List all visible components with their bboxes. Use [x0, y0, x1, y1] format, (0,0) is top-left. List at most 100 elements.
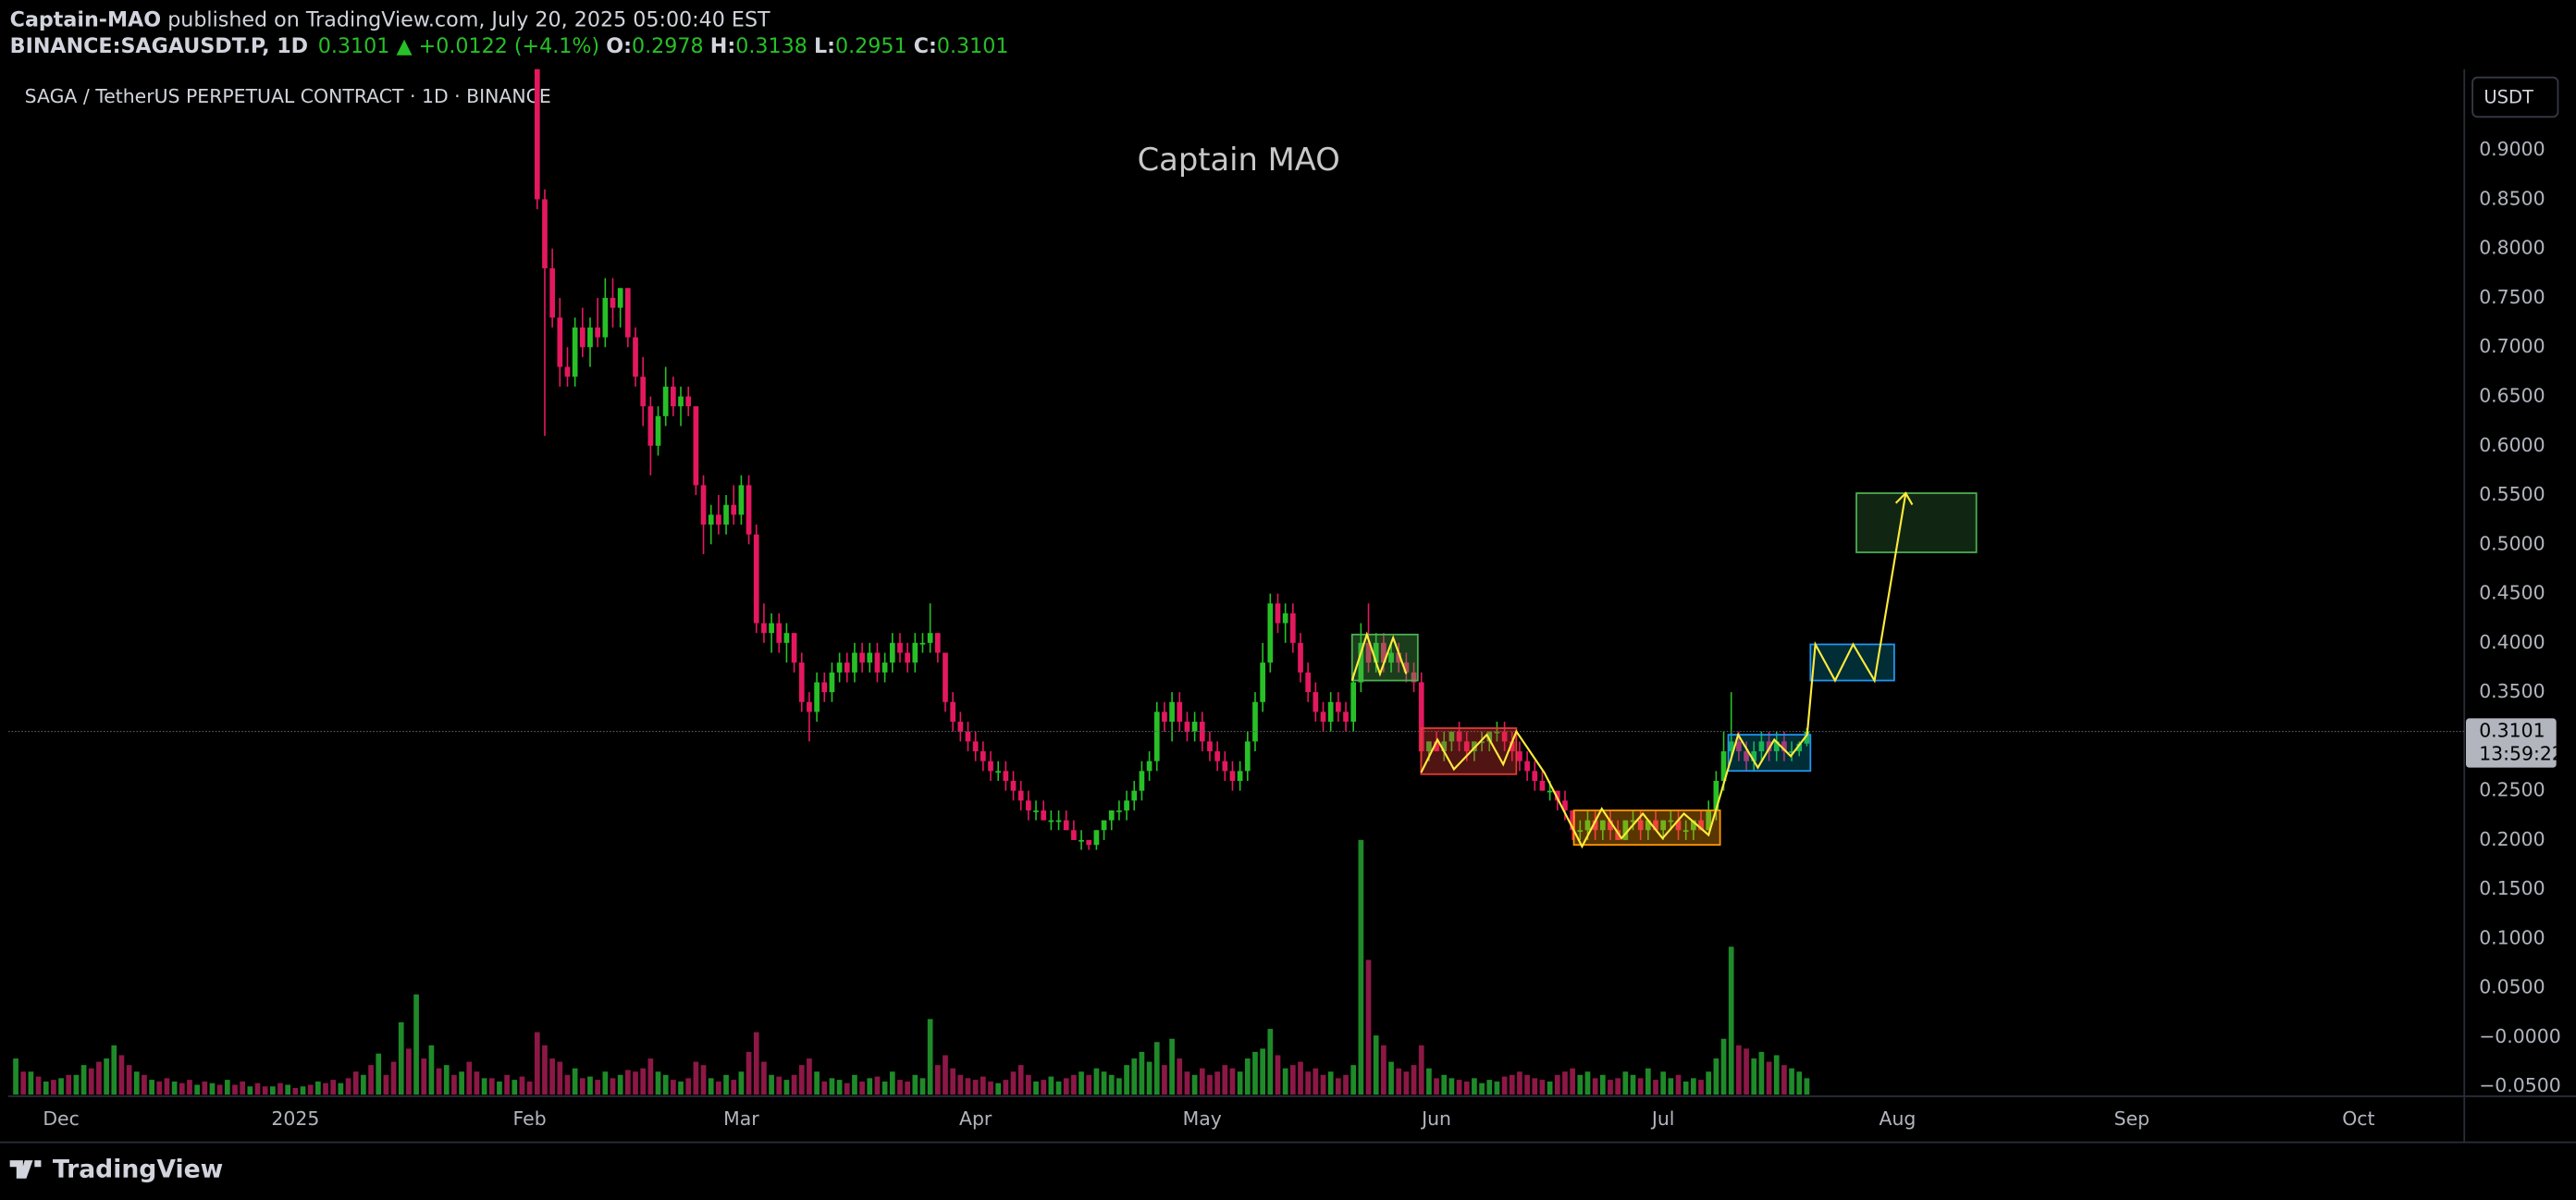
- volume-bar: [254, 1082, 261, 1095]
- volume-bar: [13, 1058, 18, 1095]
- candle-body: [1003, 771, 1009, 781]
- candle-body: [1313, 692, 1319, 712]
- candle-body: [1501, 731, 1508, 742]
- volume-bar: [1804, 1078, 1810, 1095]
- volume-bar: [338, 1082, 344, 1095]
- candle-body: [1691, 820, 1696, 831]
- candle-body: [708, 514, 714, 525]
- volume-bar: [406, 1048, 412, 1095]
- volume-bar: [269, 1086, 276, 1095]
- volume-bar: [73, 1074, 80, 1095]
- volume-bar: [564, 1074, 571, 1095]
- x-tick-label: Jul: [1650, 1107, 1675, 1130]
- plot-area: [7, 68, 2465, 1095]
- volume-bar: [1766, 1061, 1772, 1095]
- candle-body: [1305, 672, 1312, 693]
- candle-body: [1093, 830, 1100, 846]
- volume-bar: [390, 1061, 397, 1095]
- volume-bar: [700, 1065, 707, 1095]
- candle-body: [1720, 751, 1727, 781]
- volume-bar: [617, 1074, 623, 1095]
- volume-bar: [1199, 1068, 1205, 1095]
- y-tick-label: 0.1000: [2479, 926, 2545, 948]
- volume-bar: [1524, 1074, 1530, 1095]
- candle-body: [640, 377, 647, 407]
- candle-body: [1713, 780, 1719, 810]
- candle-body: [1509, 741, 1515, 752]
- candle-body: [731, 504, 737, 515]
- candle-body: [1048, 820, 1054, 823]
- volume-bar: [874, 1076, 881, 1095]
- price: 0.3101: [318, 33, 390, 57]
- y-tick-label: 0.5500: [2479, 483, 2545, 505]
- volume-bar: [1554, 1074, 1560, 1095]
- candle-body: [1418, 682, 1424, 752]
- candle-body: [1608, 820, 1613, 831]
- y-tick-label: 0.1500: [2479, 877, 2545, 899]
- volume-bar: [640, 1068, 647, 1095]
- volume-bar: [1365, 959, 1372, 1095]
- candle-body: [1494, 731, 1500, 734]
- candle-body: [1660, 820, 1667, 831]
- volume-bar: [398, 1021, 404, 1095]
- volume-bar: [383, 1074, 389, 1095]
- volume-bar: [1350, 1065, 1357, 1095]
- volume-bar: [1517, 1071, 1522, 1095]
- candle-body: [1403, 662, 1410, 673]
- volume-bar: [1577, 1074, 1584, 1095]
- y-tick-label: 0.6000: [2479, 434, 2545, 456]
- candle-body: [776, 623, 783, 643]
- candle-body: [927, 633, 933, 643]
- brand: TradingView: [53, 1155, 223, 1183]
- candle-body: [852, 652, 857, 673]
- candle-body: [1078, 839, 1084, 842]
- volume-bar: [216, 1084, 223, 1095]
- currency-button[interactable]: [2471, 76, 2559, 118]
- logo-icon: [9, 1160, 42, 1179]
- volume-bar: [171, 1081, 178, 1095]
- volume-bar: [126, 1065, 132, 1095]
- volume-bar: [965, 1078, 971, 1095]
- candle-body: [1229, 771, 1236, 781]
- y-tick-label: 0.8500: [2479, 187, 2545, 209]
- path-drawing: [1420, 492, 1907, 849]
- candle-body: [1343, 711, 1349, 723]
- candle-body: [579, 327, 585, 348]
- ohlc-value: 0.3101: [937, 33, 1009, 57]
- volume-bar: [1214, 1071, 1220, 1095]
- volume-bar: [1139, 1051, 1145, 1095]
- volume-bar: [1682, 1081, 1689, 1095]
- x-tick-label: Apr: [959, 1107, 992, 1130]
- currency[interactable]: USDT: [2484, 86, 2533, 107]
- candle-body: [1101, 820, 1107, 831]
- volume-bar: [1041, 1080, 1047, 1095]
- candle-body: [1071, 830, 1077, 840]
- x-tick-label: 2025: [271, 1107, 319, 1130]
- volume-bar: [1463, 1081, 1470, 1095]
- volume-bar: [950, 1068, 956, 1095]
- candle-body: [1222, 761, 1228, 772]
- drawings: [1350, 491, 1978, 849]
- candle-body: [753, 534, 759, 624]
- candle-body: [1577, 830, 1584, 833]
- candle-body: [1599, 820, 1606, 831]
- volume-bar: [1381, 1045, 1387, 1095]
- candle-body: [671, 386, 676, 407]
- volume-bar: [187, 1080, 192, 1095]
- volume-bar: [1434, 1078, 1439, 1095]
- candle-body: [1244, 741, 1251, 772]
- volume-bar: [1584, 1071, 1591, 1095]
- volume-bar: [1653, 1080, 1658, 1095]
- volume-bar: [133, 1071, 140, 1095]
- candle-body: [1237, 771, 1243, 781]
- volume-bar: [534, 1032, 540, 1095]
- volume-bar: [1124, 1065, 1129, 1095]
- volume-bar: [1698, 1080, 1704, 1095]
- y-tick-label: 0.2500: [2479, 779, 2545, 801]
- candle-body: [587, 327, 593, 348]
- candle-body: [1517, 751, 1522, 761]
- volume-bar: [202, 1081, 208, 1095]
- volume-bar: [829, 1078, 835, 1095]
- volume-bar: [1637, 1078, 1644, 1095]
- last-price-tag: [2465, 718, 2557, 768]
